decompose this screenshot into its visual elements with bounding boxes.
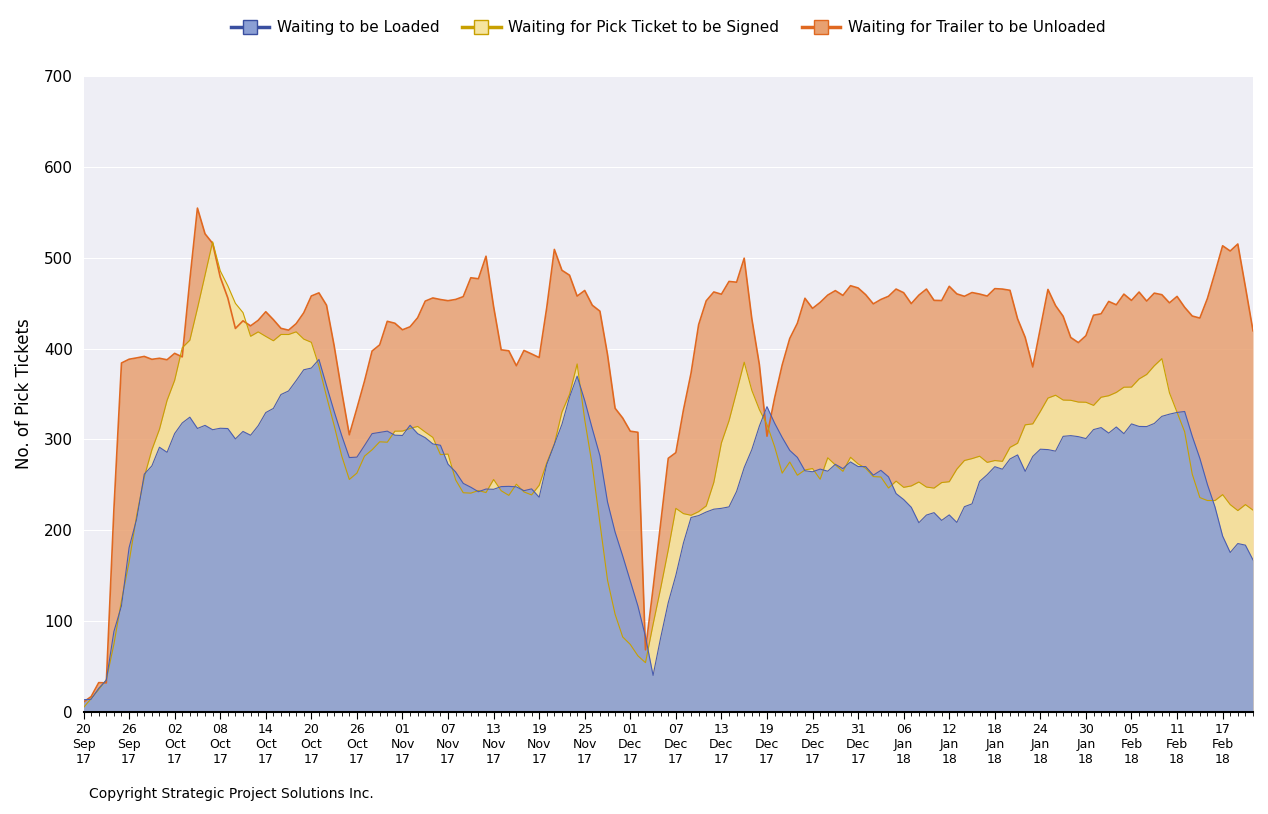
Y-axis label: No. of Pick Tickets: No. of Pick Tickets (15, 318, 33, 470)
Legend: Waiting to be Loaded, Waiting for Pick Ticket to be Signed, Waiting for Trailer : Waiting to be Loaded, Waiting for Pick T… (224, 14, 1112, 42)
Text: Copyright Strategic Project Solutions Inc.: Copyright Strategic Project Solutions In… (89, 786, 374, 801)
